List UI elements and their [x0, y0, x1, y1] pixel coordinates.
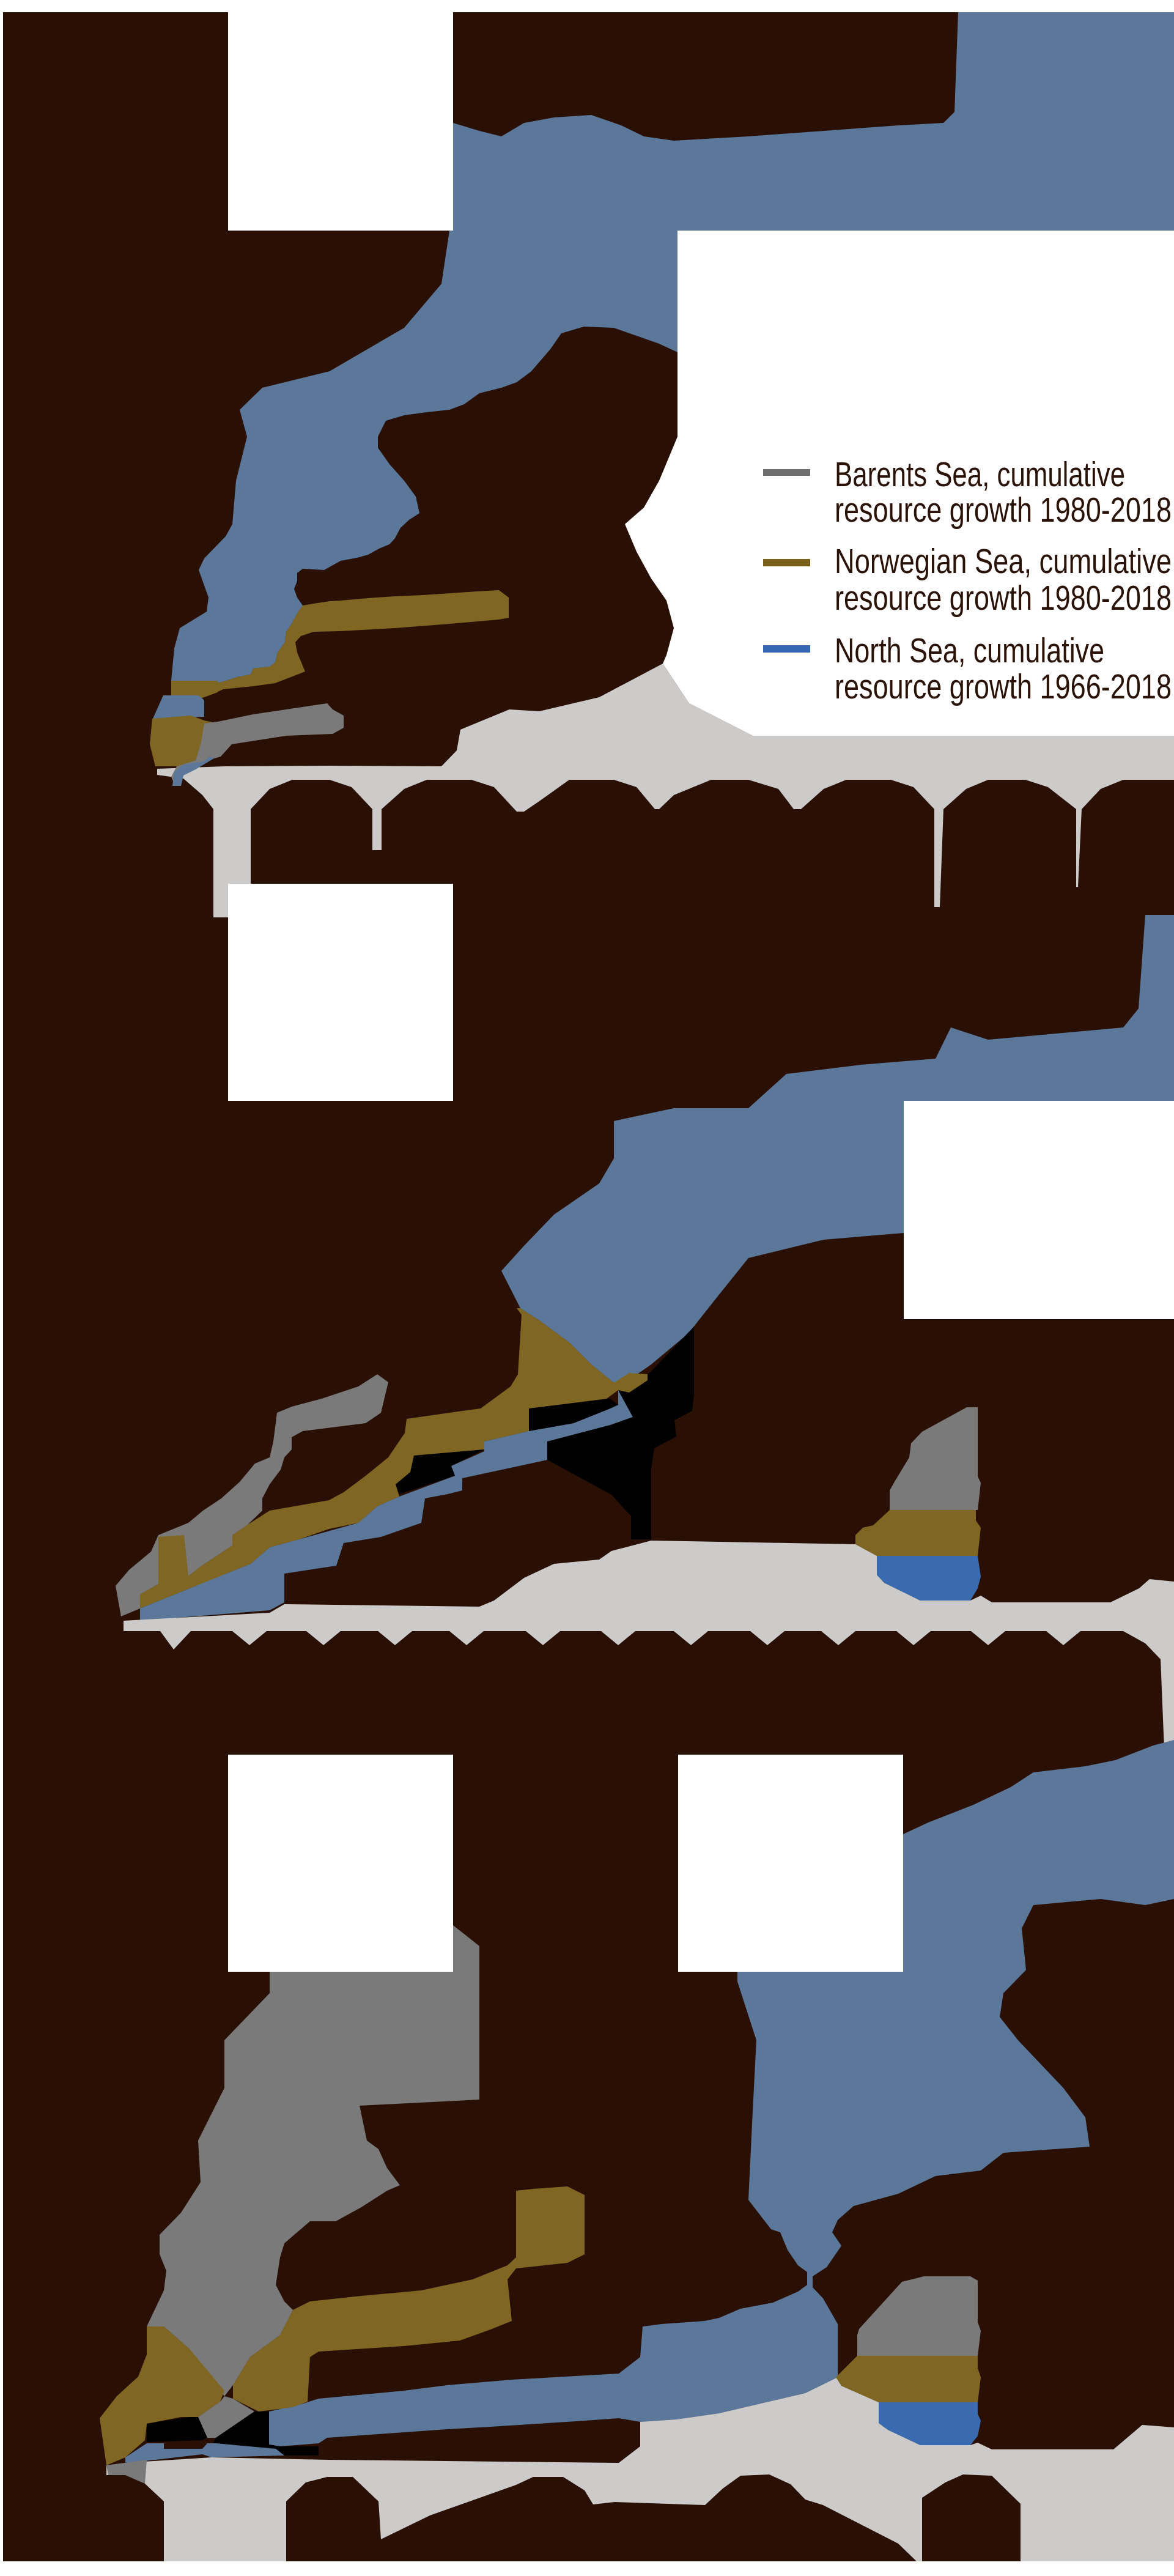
- axis-tick-block: [922, 2474, 1021, 2561]
- blank-block: [678, 1755, 903, 1972]
- stacked-key: [855, 1407, 981, 1601]
- key-segment-norwegian-sea: [855, 1510, 981, 1556]
- norwegian-sea-area: [140, 1308, 648, 1608]
- legend-label-line: resource growth 1980-2018: [835, 490, 1172, 530]
- legend-label-line: resource growth 1966-2018: [835, 667, 1172, 706]
- overlap-region: [547, 1327, 694, 1539]
- barents-sea-area: [106, 2460, 147, 2484]
- overlap-region: [529, 1399, 618, 1431]
- legend-label-line: North Sea, cumulative: [835, 631, 1104, 670]
- legend-label-line: resource growth 1980-2018: [835, 579, 1172, 618]
- blank-block: [228, 12, 453, 231]
- x-axis-band: [124, 1541, 1174, 1749]
- north-sea-area: [501, 915, 1174, 1383]
- panel-2: [116, 884, 1174, 1749]
- north-sea-area: [125, 2443, 284, 2463]
- norwegian-sea-area: [150, 716, 218, 766]
- norwegian-sea-area: [100, 2326, 224, 2465]
- legend: Barents Sea, cumulative resource growth …: [763, 455, 1172, 706]
- north-sea-area: [140, 1390, 633, 1621]
- legend-label-line: Barents Sea, cumulative: [835, 455, 1125, 494]
- barents-sea-area: [171, 703, 344, 784]
- blank-block: [228, 884, 453, 1101]
- legend-swatch-norwegian-sea: [763, 559, 810, 566]
- legend-item-north-sea: North Sea, cumulative resource growth 19…: [763, 631, 1172, 706]
- legend-label-line: Norwegian Sea, cumulative: [835, 542, 1172, 581]
- barents-sea-area: [147, 1925, 479, 2396]
- north-sea-area: [153, 695, 204, 719]
- legend-swatch-north-sea: [763, 645, 810, 653]
- legend-background: [625, 231, 1174, 736]
- key-segment-barents-sea: [857, 2276, 981, 2356]
- overlap-region: [147, 2417, 207, 2442]
- norwegian-sea-area: [216, 590, 509, 692]
- overlap-region: [396, 1449, 484, 1494]
- north-sea-area: [171, 12, 1174, 683]
- axis-tick-block: [286, 2474, 917, 2561]
- overlap-region: [213, 2411, 319, 2456]
- panel-1: Barents Sea, cumulative resource growth …: [150, 12, 1174, 917]
- north-sea-area: [172, 757, 214, 786]
- stacked-key: [836, 2276, 981, 2445]
- norwegian-sea-area: [158, 1535, 188, 1584]
- norwegian-sea-area: [171, 681, 218, 699]
- norwegian-sea-area: [233, 2186, 585, 2411]
- x-axis-band: [157, 664, 1174, 917]
- blank-block: [904, 1101, 1174, 1319]
- blank-block: [228, 1755, 453, 1972]
- key-segment-north-sea: [879, 2402, 981, 2445]
- panel-3: [100, 1740, 1174, 2561]
- legend-swatch-barents-sea: [763, 469, 810, 476]
- key-segment-norwegian-sea: [836, 2356, 981, 2402]
- legend-item-barents-sea: Barents Sea, cumulative resource growth …: [763, 455, 1172, 530]
- north-sea-area: [269, 1740, 1174, 2446]
- legend-item-norwegian-sea: Norwegian Sea, cumulative resource growt…: [763, 542, 1172, 618]
- key-segment-north-sea: [877, 1556, 981, 1601]
- barents-sea-area: [198, 2396, 254, 2438]
- key-segment-barents-sea: [890, 1407, 981, 1510]
- axis-tick-block: [106, 2475, 164, 2561]
